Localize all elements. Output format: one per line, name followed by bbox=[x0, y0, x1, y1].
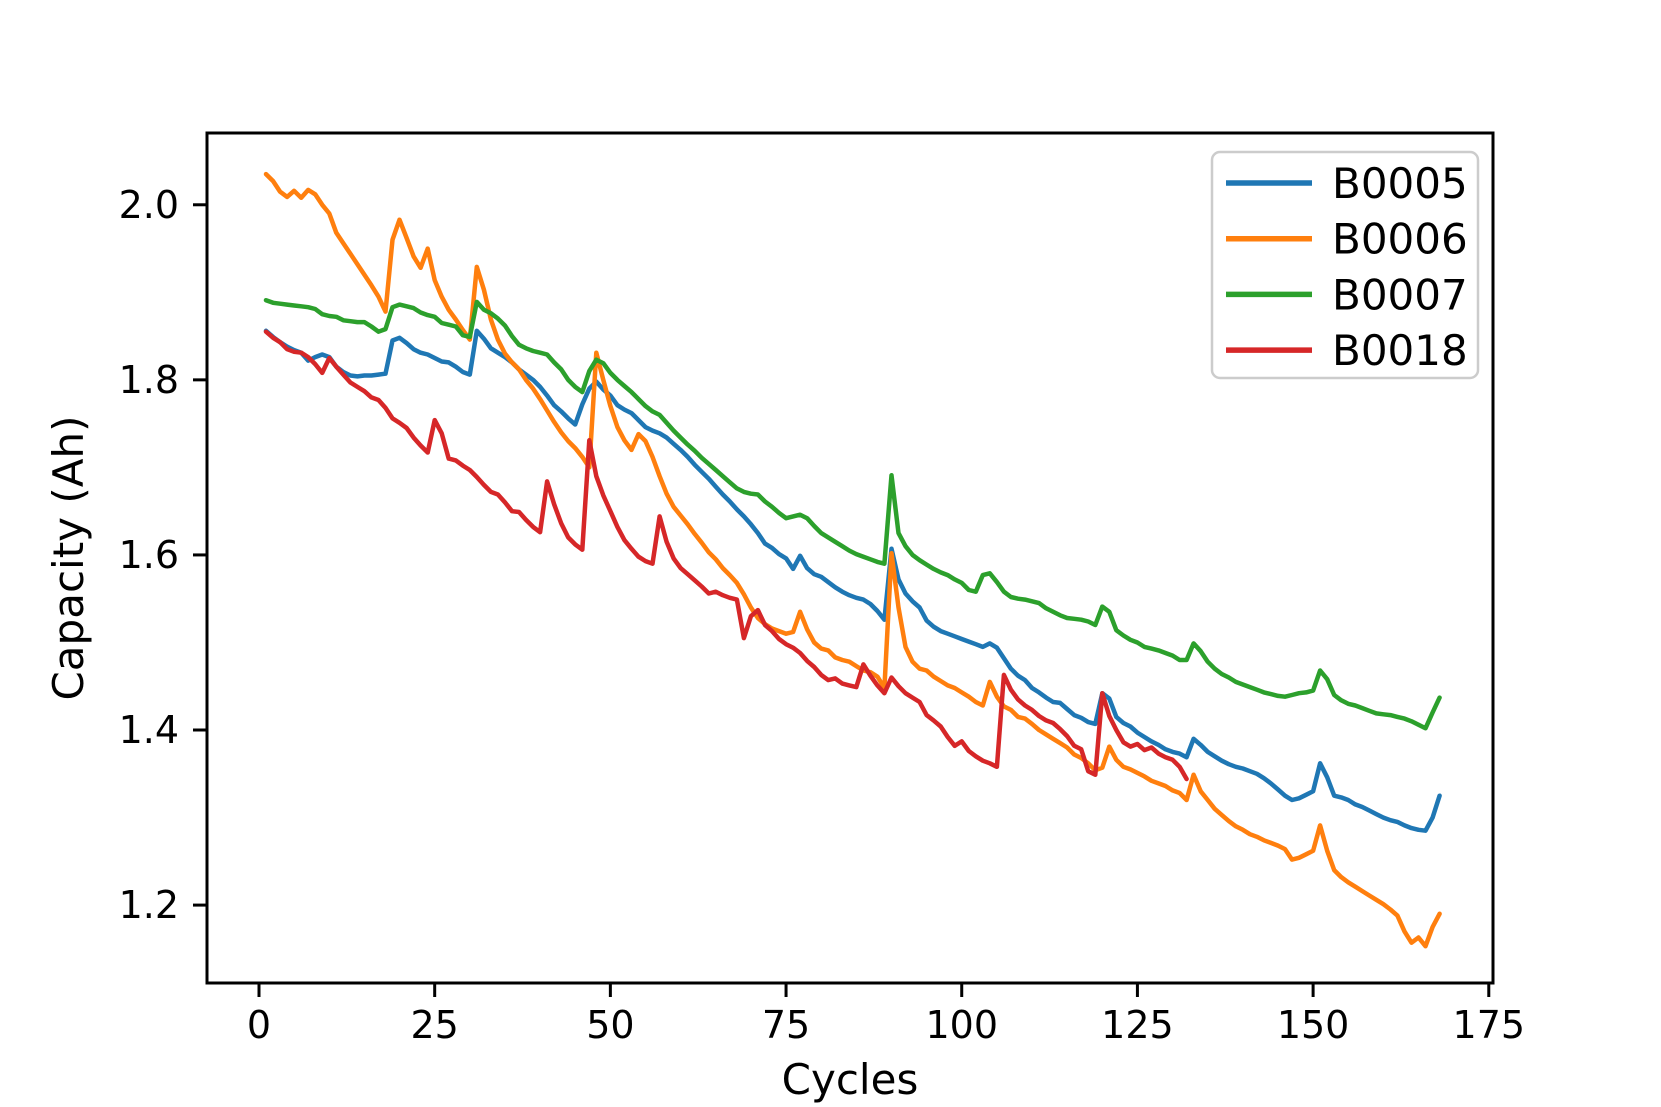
x-tick-label: 100 bbox=[925, 1003, 998, 1047]
x-tick-label: 0 bbox=[247, 1003, 271, 1047]
y-tick-label: 1.6 bbox=[119, 533, 179, 577]
y-axis-label: Capacity (Ah) bbox=[44, 415, 93, 700]
x-tick-label: 25 bbox=[411, 1003, 459, 1047]
series-line-b0007 bbox=[263, 297, 1442, 731]
plot-border bbox=[205, 131, 1495, 985]
y-tick-label: 1.4 bbox=[119, 708, 179, 752]
series-line-b0018 bbox=[263, 329, 1189, 782]
legend-label-b0006: B0006 bbox=[1332, 215, 1468, 264]
legend-box bbox=[1210, 150, 1480, 380]
y-tick-label: 1.8 bbox=[119, 358, 179, 402]
x-tick-label: 125 bbox=[1101, 1003, 1174, 1047]
x-tick-label: 75 bbox=[762, 1003, 810, 1047]
series-line-b0006 bbox=[263, 171, 1442, 949]
y-tick-label: 1.2 bbox=[119, 883, 179, 927]
legend-label-b0005: B0005 bbox=[1332, 159, 1468, 208]
axis-ticks: 0 25 50 75 100 125 150 175 1.2 1.4 1.6 1.8 2.0 bbox=[119, 183, 1525, 1047]
legend-label-b0007: B0007 bbox=[1332, 270, 1468, 319]
x-axis-label: Cycles bbox=[782, 1055, 919, 1104]
plot-series bbox=[263, 171, 1442, 949]
legend: B0005 B0006 B0007 B0018 bbox=[1210, 150, 1480, 380]
series-line-b0005 bbox=[263, 328, 1442, 833]
legend-label-b0018: B0018 bbox=[1332, 326, 1468, 375]
x-tick-label: 175 bbox=[1453, 1003, 1526, 1047]
x-tick-label: 50 bbox=[586, 1003, 634, 1047]
x-tick-label: 150 bbox=[1277, 1003, 1350, 1047]
y-tick-label: 2.0 bbox=[119, 183, 179, 227]
